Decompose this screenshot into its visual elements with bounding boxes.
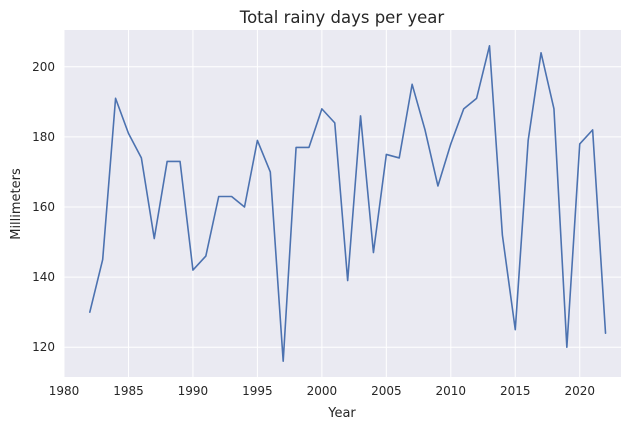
x-tick-label: 2010 [436,384,467,398]
x-tick-label: 2020 [564,384,595,398]
x-tick-label: 1985 [113,384,144,398]
x-axis-label: Year [327,406,356,421]
y-tick-label: 140 [32,270,55,284]
y-tick-labels: 120 140 160 180 200 [32,60,55,354]
y-tick-label: 160 [32,200,55,214]
series-group [88,44,607,363]
x-tick-label: 2000 [307,384,338,398]
plot-background [64,30,621,377]
chart-title: Total rainy days per year [239,8,445,27]
x-tick-label: 2015 [500,384,531,398]
y-tick-label: 180 [32,130,55,144]
y-tick-label: 120 [32,340,55,354]
x-tick-labels: 1980 1985 1990 1995 2000 2005 2010 2015 2020 [49,384,595,398]
x-tick-label: 1990 [178,384,209,398]
x-tick-label: 1995 [242,384,273,398]
x-tick-label: 2005 [371,384,402,398]
grid [63,30,621,377]
y-axis-label: Millimeters [9,168,24,240]
y-tick-label: 200 [32,60,55,74]
x-tick-label: 1980 [49,384,80,398]
